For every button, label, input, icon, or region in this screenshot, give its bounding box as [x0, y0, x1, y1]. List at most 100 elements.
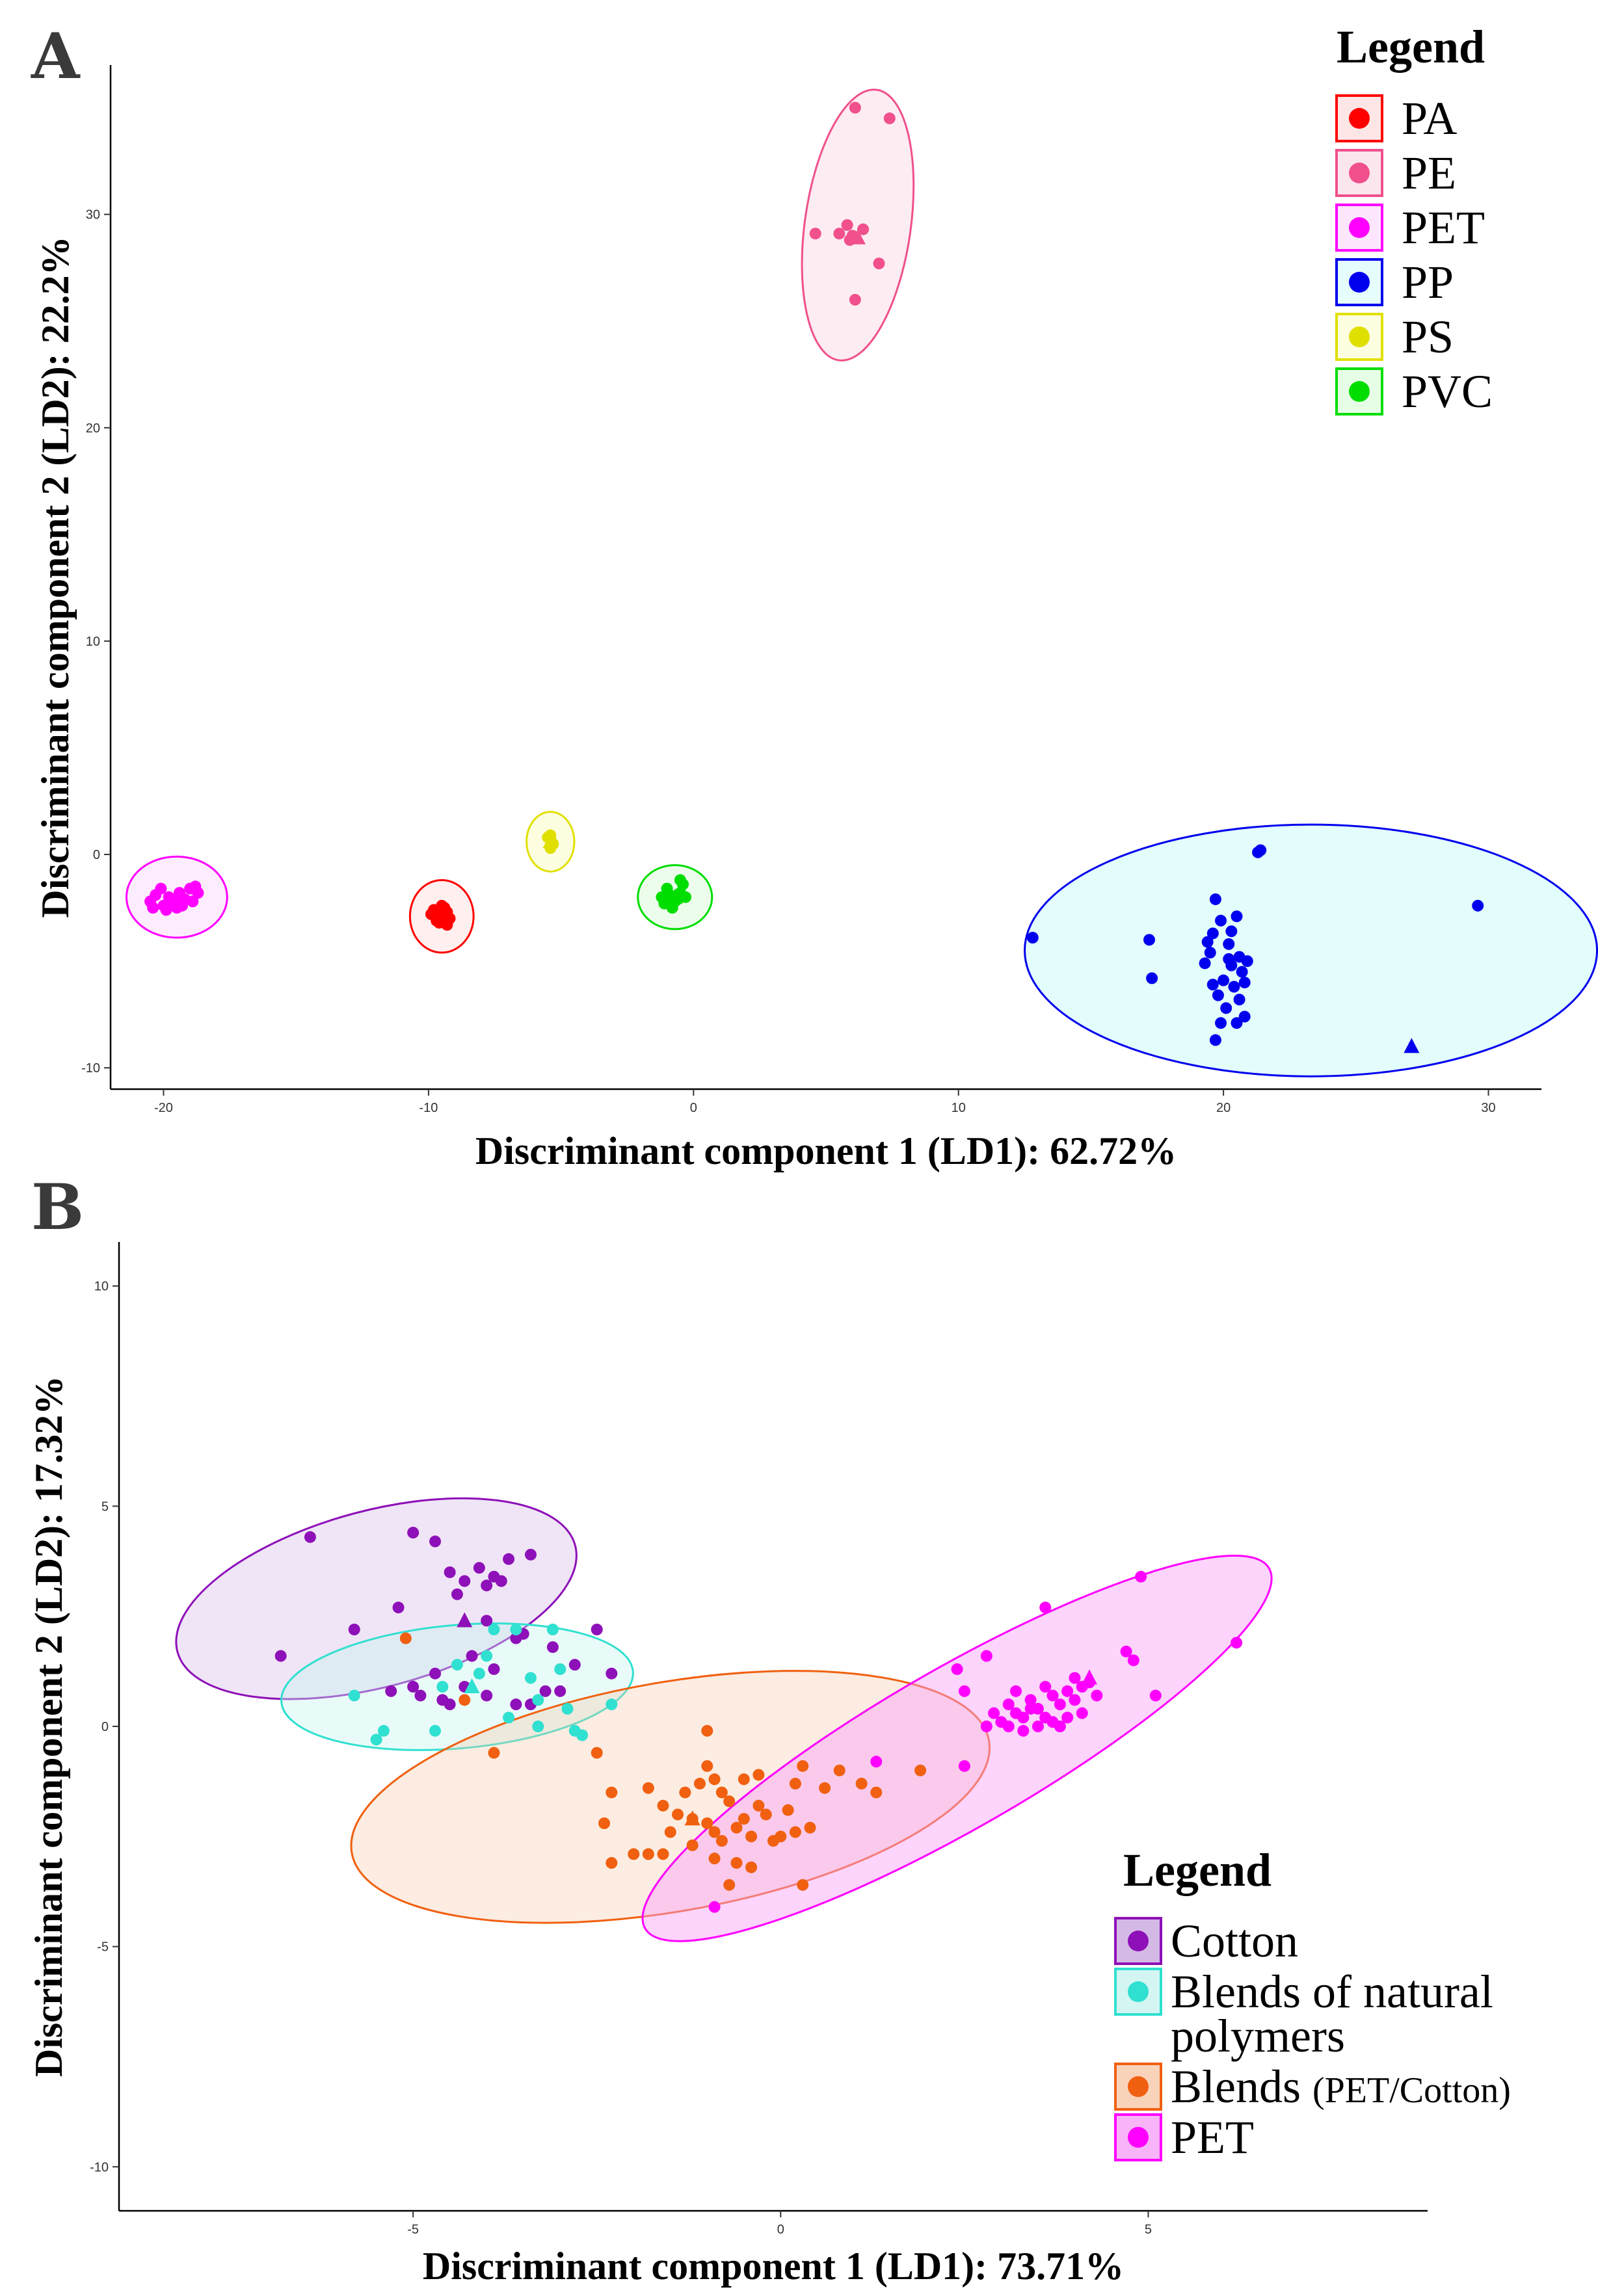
panel-b-point-blends-pet-cotton-44 [738, 1773, 750, 1786]
panel-b-point-pet-7 [1127, 1654, 1139, 1667]
panel-b-point-pet-11 [980, 1721, 992, 1732]
panel-a-point-pet-11 [155, 882, 167, 895]
panel-b-ellipse-blends-of-natural-polymers [280, 1622, 634, 1751]
panel-b-point-blends-pet-cotton-21 [715, 1835, 728, 1847]
panel-a-centroid-pvc [667, 888, 683, 904]
panel-a-point-pe-1 [883, 112, 896, 125]
panel-b-point-cotton-13 [392, 1602, 405, 1614]
panel-b-point-blends-pet-cotton-31 [789, 1778, 801, 1790]
panel-b-point-blends-pet-cotton-37 [708, 1853, 721, 1865]
panel-b-point-blends-pet-cotton-20 [708, 1826, 721, 1838]
panel-b-point-cotton-7 [481, 1579, 493, 1592]
panel-a-point-pe-7 [849, 293, 861, 306]
panel-a-point-pvc-9 [656, 891, 668, 903]
panel-a-plot: -20 -10 0 10 20 30 -10 0 10 20 30 Discriminant com… [34, 21, 1598, 1172]
panel-b-point-blends-pet-cotton-42 [686, 1839, 699, 1851]
panel-b-point-cotton-34 [568, 1659, 581, 1671]
panel-b-point-blends-pet-cotton-24 [745, 1830, 758, 1843]
panel-b-point-blends-pet-cotton-39 [723, 1879, 736, 1891]
panel-b-point-cotton-31 [539, 1685, 552, 1697]
panel-b-centroid-pet [1082, 1669, 1098, 1685]
panel-b-point-pet-36 [1054, 1721, 1066, 1732]
panel-a-legend-dot-pa [1349, 108, 1370, 129]
panel-letter-b: B [31, 1170, 84, 1244]
panel-b-point-blends-pet-cotton-28 [775, 1830, 787, 1843]
panel-b-point-blends-pet-cotton-48 [628, 1848, 640, 1860]
panel-b-point-blends-of-natural-polymers-5 [473, 1667, 485, 1680]
panel-b-point-blends-pet-cotton-7 [642, 1848, 654, 1860]
panel-b-point-cotton-17 [274, 1650, 287, 1662]
panel-b-point-pet-8 [1149, 1689, 1162, 1702]
panel-a-point-pp-21 [1199, 957, 1211, 970]
panel-a-point-pp-27 [1206, 979, 1219, 991]
panel-a-point-pe-3 [833, 228, 846, 240]
panel-b-point-pet-14 [1002, 1698, 1015, 1711]
panel-b-point-cotton-18 [429, 1667, 442, 1680]
panel-a-legend-label-pp: PP [1402, 256, 1454, 308]
panel-a-legend-label-ps: PS [1402, 311, 1454, 363]
panel-b-point-cotton-5 [451, 1588, 463, 1600]
panel-b-y-axis-title: Discriminant component 2 (LD2): 17.32% [27, 1376, 70, 2077]
panel-a-legend-dot-pet [1349, 217, 1370, 238]
panel-a-legend-dot-ps [1349, 326, 1370, 347]
panel-b-point-blends-pet-cotton-13 [701, 1760, 713, 1772]
panel-b-point-pet-10 [958, 1760, 970, 1772]
panel-b-point-blends-of-natural-polymers-18 [503, 1711, 515, 1724]
panel-b-point-blends-of-natural-polymers-7 [488, 1624, 500, 1635]
panel-a-point-pp-18 [1220, 1002, 1232, 1014]
panel-a-point-pp-2 [1472, 899, 1484, 912]
panel-b-point-blends-pet-cotton-32 [797, 1760, 809, 1772]
panel-a-point-pp-3 [1026, 932, 1039, 944]
panel-b-point-blends-of-natural-polymers-11 [554, 1663, 566, 1675]
panel-a-y-tick-label: 30 [86, 208, 100, 222]
panel-a-point-pp-22 [1241, 955, 1253, 968]
panel-a-point-pp-13 [1236, 966, 1248, 978]
panel-b-point-pet-34 [1002, 1721, 1015, 1732]
panel-b-point-blends-pet-cotton-9 [642, 1782, 654, 1794]
panel-b-point-blends-pet-cotton-14 [708, 1773, 721, 1786]
panel-b-point-blends-pet-cotton-1 [459, 1694, 471, 1706]
panel-a-legend-label-pa: PA [1402, 92, 1457, 144]
panel-b-point-cotton-24 [414, 1689, 427, 1702]
panel-b-point-blends-pet-cotton-41 [701, 1724, 713, 1737]
panel-b-point-cotton-35 [436, 1694, 449, 1706]
panel-a-point-pp-19 [1238, 1010, 1251, 1023]
panel-b-point-pet-0 [870, 1756, 883, 1768]
panel-b-point-blends-of-natural-polymers-3 [429, 1724, 442, 1737]
panel-b-point-blends-pet-cotton-38 [730, 1856, 743, 1869]
panel-b-point-blends-pet-cotton-30 [804, 1821, 816, 1834]
panel-a-point-pa-7 [425, 908, 437, 920]
panel-b-point-blends-of-natural-polymers-14 [576, 1729, 589, 1741]
panel-b-point-cotton-0 [304, 1531, 316, 1543]
panel-a-y-tick-label: 20 [86, 421, 100, 436]
panel-b-point-pet-16 [1017, 1711, 1030, 1724]
panel-letter-a: A [31, 20, 81, 93]
panel-b-point-blends-pet-cotton-26 [760, 1808, 772, 1821]
panel-b-point-blends-pet-cotton-34 [833, 1764, 846, 1776]
panel-b-point-blends-pet-cotton-43 [752, 1769, 765, 1781]
panel-b-point-cotton-3 [444, 1566, 456, 1578]
panel-a-point-pp-1 [1255, 844, 1267, 856]
panel-b-point-pet-35 [1024, 1702, 1037, 1715]
panel-a-point-pp-25 [1209, 1034, 1221, 1046]
panel-b-ellipses [175, 1497, 1273, 1942]
panel-a-point-pp-29 [1201, 936, 1214, 948]
panel-b-point-cotton-12 [348, 1624, 360, 1635]
panel-a-legend-label-pet: PET [1402, 202, 1485, 254]
panel-a-point-pvc-5 [666, 902, 678, 914]
panel-b-point-pet-21 [1054, 1698, 1066, 1711]
panel-b-point-pet-9 [1231, 1637, 1243, 1649]
panel-b-point-pet-38 [708, 1901, 721, 1913]
panel-b-point-pet-1 [958, 1685, 970, 1697]
panel-b-point-cotton-21 [591, 1624, 603, 1635]
panel-a-point-pp-6 [1209, 893, 1221, 905]
panel-b-point-pet-27 [1032, 1721, 1044, 1732]
panel-b-points [274, 1527, 1243, 1913]
panel-b-point-blends-pet-cotton-0 [399, 1632, 412, 1644]
panel-b-point-blends-pet-cotton-36 [870, 1786, 883, 1799]
panel-a-points [144, 101, 1484, 1053]
panel-a-point-pe-8 [857, 223, 870, 235]
panel-b-x-tick-label: -5 [407, 2223, 419, 2237]
